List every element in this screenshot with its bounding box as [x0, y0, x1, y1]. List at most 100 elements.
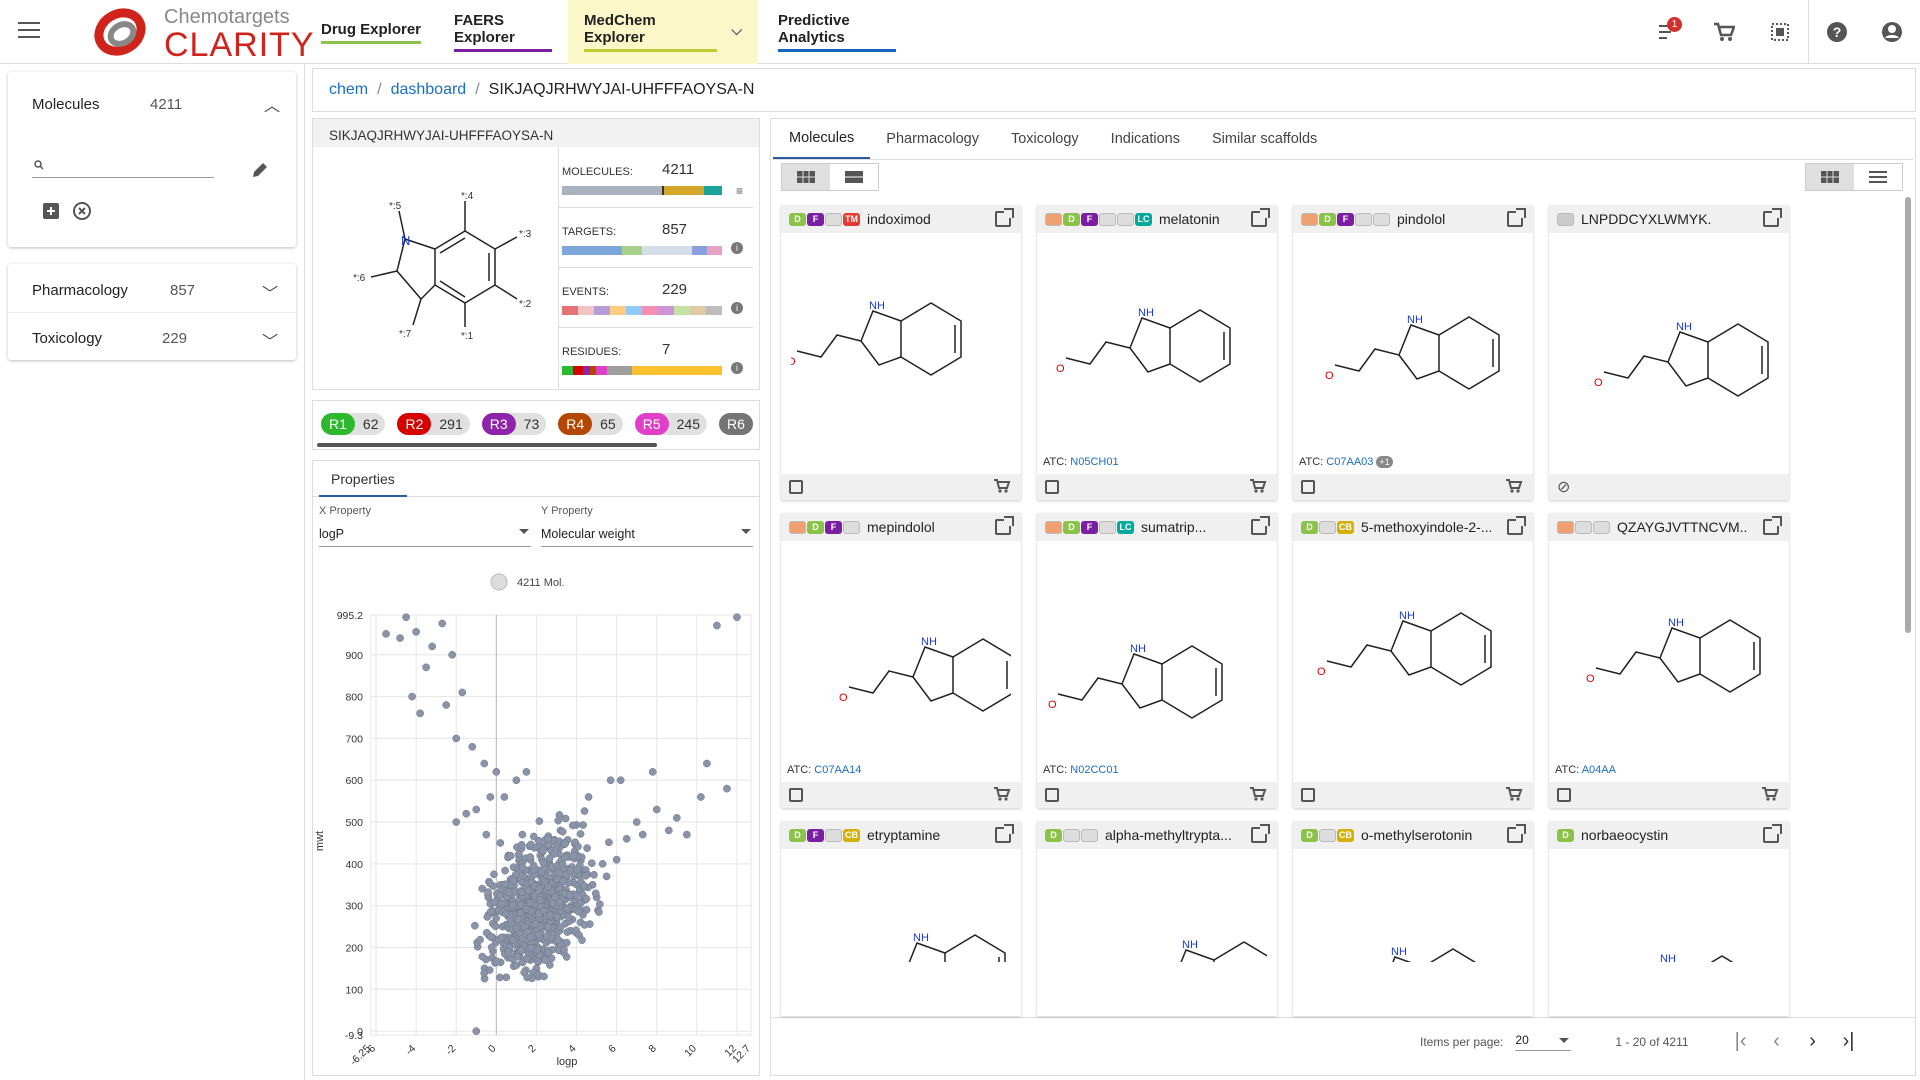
card-view-icon[interactable] — [1806, 164, 1854, 190]
open-external-icon[interactable] — [1251, 208, 1270, 227]
scatter-point[interactable] — [512, 961, 521, 969]
scatter-point[interactable] — [595, 900, 604, 909]
scatter-point[interactable] — [493, 957, 501, 966]
tab-properties[interactable]: Properties — [319, 461, 407, 497]
first-page-icon[interactable]: |‹ — [1734, 1030, 1747, 1052]
info-icon[interactable]: i — [731, 362, 743, 374]
scatter-point[interactable] — [598, 860, 607, 868]
scatter-point[interactable] — [412, 627, 420, 636]
select-checkbox[interactable] — [1045, 480, 1059, 494]
scatter-point[interactable] — [605, 838, 613, 847]
scatter-point[interactable] — [396, 634, 404, 642]
search-input[interactable] — [48, 156, 208, 171]
tab-pharmacology[interactable]: Pharmacology — [886, 131, 979, 147]
add-box-icon[interactable] — [42, 202, 60, 220]
scatter-point[interactable] — [486, 793, 495, 801]
scatter-point[interactable] — [602, 872, 611, 881]
molecule-name[interactable]: melatonin — [1159, 211, 1220, 227]
scatter-point[interactable] — [606, 776, 615, 785]
scatter-point[interactable] — [442, 701, 451, 709]
add-to-cart-icon[interactable] — [993, 786, 1011, 807]
scatter-point[interactable] — [566, 866, 575, 875]
open-external-icon[interactable] — [1251, 516, 1270, 535]
scatter-point[interactable] — [543, 835, 552, 843]
scatter-point[interactable] — [501, 880, 510, 889]
scatter-point[interactable] — [522, 768, 531, 776]
scatter-point[interactable] — [501, 909, 510, 918]
logo[interactable]: Chemotargets CLARITY — [92, 6, 314, 64]
select-checkbox[interactable] — [1301, 480, 1315, 494]
add-to-cart-icon[interactable] — [1505, 786, 1523, 807]
molecule-name[interactable]: pindolol — [1397, 211, 1446, 227]
next-page-icon[interactable]: › — [1809, 1030, 1816, 1052]
scatter-point[interactable] — [697, 793, 705, 801]
scatter-point[interactable] — [560, 945, 568, 954]
scatter-point[interactable] — [536, 896, 544, 905]
select-checkbox[interactable] — [1557, 788, 1571, 802]
last-page-icon[interactable]: ›| — [1842, 1030, 1855, 1052]
molecule-name[interactable]: LNPDDCYXLWMYK... — [1581, 211, 1711, 227]
add-to-cart-icon[interactable] — [993, 478, 1011, 499]
scatter-point[interactable] — [482, 830, 491, 839]
scatter-point[interactable] — [522, 905, 531, 913]
select-checkbox[interactable] — [789, 788, 803, 802]
scatter-point[interactable] — [723, 784, 731, 793]
scatter-point[interactable] — [518, 888, 526, 897]
open-external-icon[interactable] — [1763, 516, 1782, 535]
scatter-point[interactable] — [462, 809, 471, 818]
scatter-point[interactable] — [490, 870, 498, 879]
scatter-point[interactable] — [638, 830, 647, 839]
atc-link[interactable]: C07AA03 — [1326, 456, 1374, 468]
scatter-point[interactable] — [535, 930, 544, 939]
molecule-name[interactable]: o-methylserotonin — [1361, 827, 1473, 843]
scatter-point[interactable] — [512, 870, 520, 879]
add-to-cart-icon[interactable] — [1505, 478, 1523, 499]
open-external-icon[interactable] — [1507, 516, 1526, 535]
scatter-point[interactable] — [513, 952, 522, 961]
molecule-name[interactable]: QZAYGJVTTNCVM... — [1617, 519, 1747, 535]
rgroup-tag[interactable]: R3 73 — [481, 413, 547, 435]
scatter-point[interactable] — [506, 851, 515, 860]
selection-icon[interactable] — [1752, 23, 1808, 41]
scatter-point[interactable] — [554, 935, 562, 944]
scatter-point[interactable] — [500, 793, 509, 801]
scatter-point[interactable] — [546, 911, 555, 920]
atc-link[interactable]: N02CC01 — [1070, 764, 1119, 776]
scatter-point[interactable] — [590, 870, 598, 879]
plus-badge[interactable]: +1 — [1376, 456, 1393, 468]
molecule-name[interactable]: alpha-methyltrypta... — [1105, 827, 1232, 843]
scatter-point[interactable] — [448, 650, 457, 659]
rgroup-tag[interactable]: R2 291 — [397, 413, 470, 435]
list-view-icon[interactable] — [1854, 164, 1902, 190]
scatter-point[interactable] — [574, 907, 583, 916]
scatter-point[interactable] — [554, 816, 563, 825]
open-external-icon[interactable] — [995, 516, 1014, 535]
tab-molecules[interactable]: Molecules — [773, 119, 871, 159]
chevron-up-icon[interactable]: ︿ — [264, 98, 281, 115]
scatter-point[interactable] — [612, 855, 621, 864]
scatter-point[interactable] — [526, 899, 535, 907]
scatter-point[interactable] — [561, 853, 569, 862]
scatter-point[interactable] — [512, 776, 521, 785]
scatter-point[interactable] — [526, 853, 535, 861]
scatter-point[interactable] — [579, 821, 587, 829]
scatter-point[interactable] — [574, 842, 582, 851]
scatter-point[interactable] — [524, 886, 533, 895]
scatter-point[interactable] — [484, 888, 492, 896]
scatter-point[interactable] — [540, 972, 548, 981]
nav-drug-explorer[interactable]: Drug Explorer — [305, 0, 438, 64]
scatter-point[interactable] — [476, 935, 484, 944]
select-checkbox[interactable] — [1301, 788, 1315, 802]
scatter-point[interactable] — [556, 923, 565, 932]
scatter-point[interactable] — [517, 946, 526, 955]
select-checkbox[interactable] — [1045, 788, 1059, 802]
filter-icon[interactable]: ≡ — [735, 184, 743, 198]
scatter-point[interactable] — [581, 871, 590, 880]
scatter-point[interactable] — [561, 839, 570, 848]
scatter-point[interactable] — [579, 881, 588, 890]
open-external-icon[interactable] — [1763, 824, 1782, 843]
grid-view-icon[interactable] — [782, 164, 830, 190]
scatter-point[interactable] — [622, 834, 631, 843]
scatter-point[interactable] — [583, 844, 591, 852]
scatter-point[interactable] — [517, 840, 526, 849]
